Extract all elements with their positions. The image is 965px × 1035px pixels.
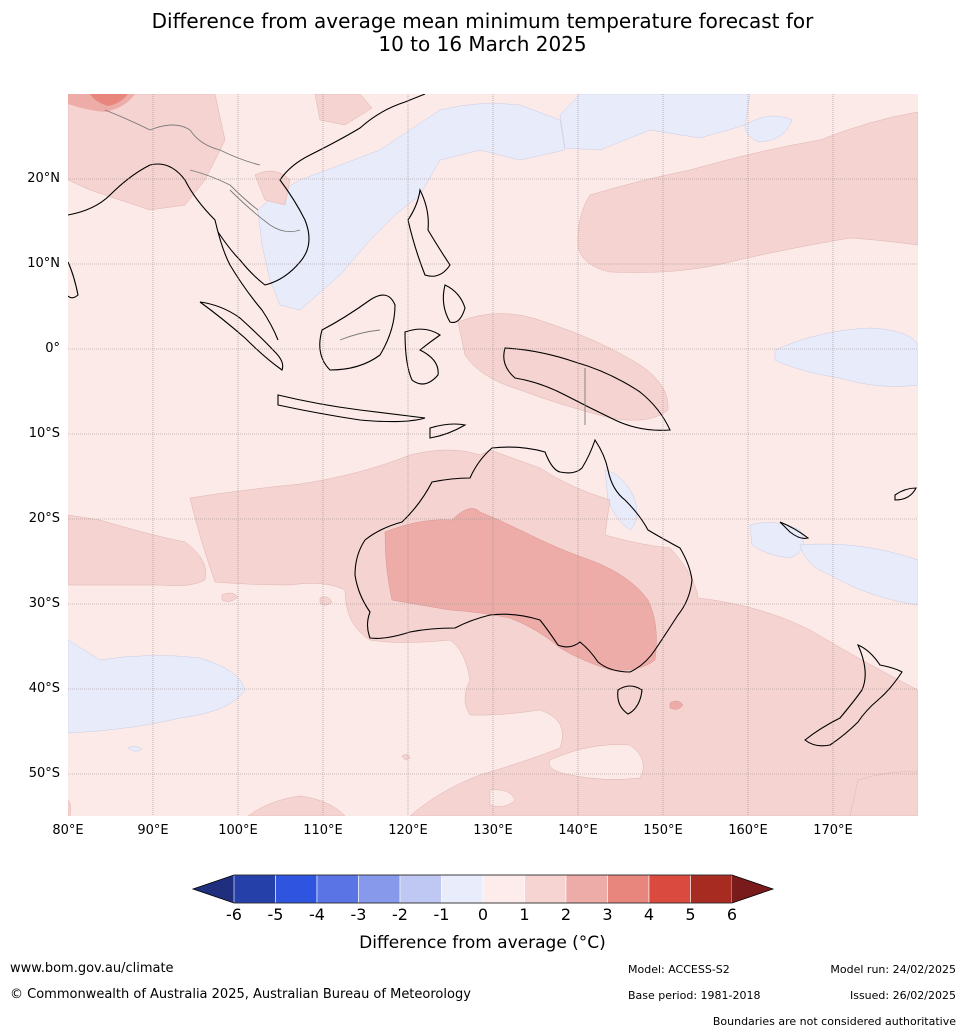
colorbar-box <box>690 874 733 904</box>
base-period: Base period: 1981-2018 <box>628 989 761 1002</box>
colorbar-tick: -2 <box>392 905 408 924</box>
lat-label-20s: 20°S <box>28 511 60 526</box>
lon-label-130e: 130°E <box>473 823 513 838</box>
hotspot-himalaya <box>68 94 135 112</box>
colorbar-box <box>358 874 401 904</box>
lat-label-50s: 50°S <box>28 766 60 781</box>
lon-label-160e: 160°E <box>728 823 768 838</box>
colorbar-label: Difference from average (°C) <box>359 933 606 953</box>
issued-date: Issued: 26/02/2025 <box>849 989 956 1002</box>
colorbar-under-arrow <box>193 875 234 903</box>
graticule <box>68 94 918 816</box>
colorbar-boxes <box>233 874 733 904</box>
colorbar-tick: 0 <box>477 905 489 924</box>
anomaly-cutouts-0-1 <box>489 744 644 807</box>
colorbar-box <box>399 874 442 904</box>
boundaries-disclaimer: Boundaries are not considered authoritat… <box>712 1015 956 1028</box>
title-line-1: Difference from average mean minimum tem… <box>151 9 814 33</box>
colorbar-tick: -4 <box>309 905 325 924</box>
colorbar-tick: -3 <box>350 905 367 924</box>
model-run-date: Model run: 24/02/2025 <box>830 963 956 976</box>
model-name: Model: ACCESS-S2 <box>628 963 730 976</box>
lon-label-90e: 90°E <box>137 823 169 838</box>
positive-anomaly-areas-2-3 <box>384 508 684 710</box>
colorbar-box <box>648 874 691 904</box>
lon-label-120e: 120°E <box>388 823 428 838</box>
colorbar-box <box>275 874 318 904</box>
colorbar-box <box>607 874 650 904</box>
lat-label-20n: 20°N <box>27 171 60 186</box>
colorbar <box>191 874 775 904</box>
lon-label-110e: 110°E <box>303 823 343 838</box>
copyright-text: © Commonwealth of Australia 2025, Austra… <box>10 987 471 1002</box>
lat-label-40s: 40°S <box>28 681 60 696</box>
lat-label-30s: 30°S <box>28 596 60 611</box>
colorbar-box <box>316 874 359 904</box>
colorbar-tick: 4 <box>643 905 655 924</box>
country-borders <box>104 109 586 425</box>
colorbar-box <box>482 874 525 904</box>
colorbar-tick: -6 <box>226 905 242 924</box>
colorbar-box <box>565 874 608 904</box>
map-title: Difference from average mean minimum tem… <box>0 10 965 56</box>
colorbar-box <box>524 874 567 904</box>
lat-label-10s: 10°S <box>28 426 60 441</box>
colorbar-box <box>441 874 484 904</box>
colorbar-tick: 1 <box>519 905 530 924</box>
lon-label-100e: 100°E <box>218 823 258 838</box>
website-link[interactable]: www.bom.gov.au/climate <box>10 961 174 976</box>
lon-label-170e: 170°E <box>813 823 853 838</box>
colorbar-tick: 3 <box>602 905 613 924</box>
colorbar-tick: 2 <box>560 905 572 924</box>
colorbar-tick: 5 <box>685 905 696 924</box>
lon-label-150e: 150°E <box>643 823 683 838</box>
lat-label-equator: 0° <box>45 341 60 356</box>
colorbar-tick: 6 <box>726 905 738 924</box>
lon-label-140e: 140°E <box>558 823 598 838</box>
coastlines <box>68 94 917 747</box>
colorbar-tick: -1 <box>433 905 450 924</box>
lon-label-80e: 80°E <box>52 823 84 838</box>
lat-label-10n: 10°N <box>27 256 60 271</box>
negative-anomaly-areas <box>68 94 918 752</box>
colorbar-tick: -5 <box>267 905 284 924</box>
title-line-2: 10 to 16 March 2025 <box>378 32 587 56</box>
map-area <box>68 94 918 816</box>
colorbar-box <box>233 874 276 904</box>
colorbar-over-arrow <box>732 875 773 903</box>
